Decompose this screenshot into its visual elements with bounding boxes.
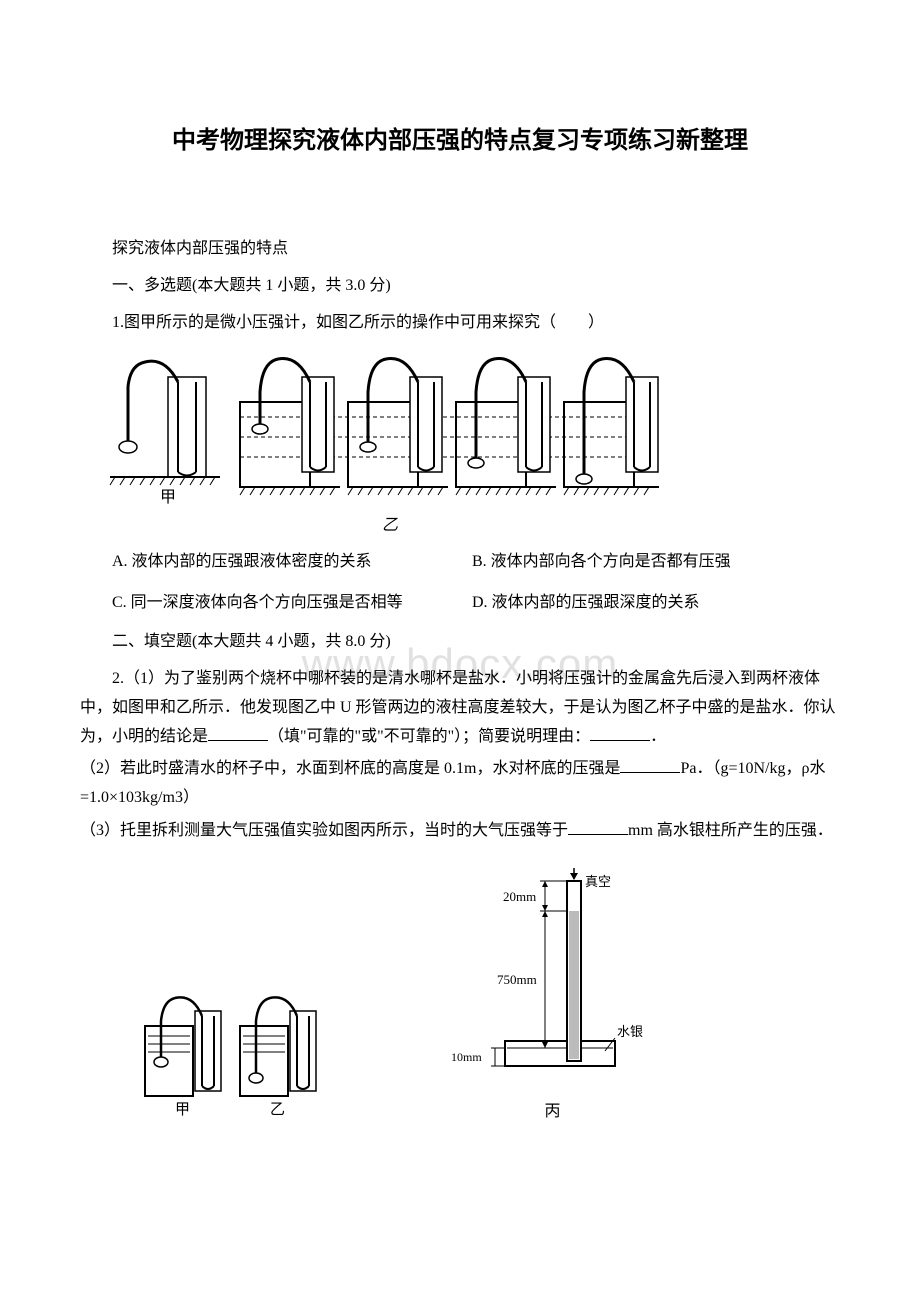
blank-3: [620, 756, 680, 774]
q2-p2a: （2）若此时盛清水的杯子中，水面到杯底的高度是 0.1m，水对杯底的压强是: [80, 760, 620, 777]
section1-heading: 一、多选题(本大题共 1 小题，共 3.0 分): [80, 272, 840, 301]
q2-figures: 甲: [140, 866, 840, 1121]
blank-4: [568, 817, 628, 835]
q2-p3: （3）托里拆利测量大气压强值实验如图丙所示，当时的大气压强等于 mm 高水银柱所产…: [80, 817, 840, 846]
q2-p2: （2）若此时盛清水的杯子中，水面到杯底的高度是 0.1m，水对杯底的压强是Pa．…: [80, 755, 840, 813]
svg-text:甲: 甲: [175, 1102, 190, 1116]
q1-figure: 甲: [100, 347, 840, 535]
q1-optB: B. 液体内部向各个方向是否都有压强: [440, 547, 840, 577]
label-750mm: 750mm: [497, 972, 537, 987]
q1-options: A. 液体内部的压强跟液体密度的关系 B. 液体内部向各个方向是否都有压强: [80, 547, 840, 577]
blank-1: [208, 723, 268, 741]
q2-fig-jiayi: 甲: [140, 986, 330, 1121]
q2-fig-bing-label: 丙: [450, 1097, 655, 1121]
q2-p3b: mm 高水银柱所产生的压强．: [628, 822, 833, 839]
q2-p1c: ．: [650, 728, 666, 745]
blank-2: [590, 723, 650, 741]
q1-optC: C. 同一深度液体向各个方向压强是否相等: [80, 588, 440, 618]
q1-options-2: C. 同一深度液体向各个方向压强是否相等 D. 液体内部的压强跟深度的关系: [80, 588, 840, 618]
q1-optD: D. 液体内部的压强跟深度的关系: [440, 588, 840, 618]
section2-heading: 二、填空题(本大题共 4 小题，共 8.0 分): [80, 628, 840, 657]
label-10mm: 10mm: [451, 1050, 482, 1064]
svg-text:乙: 乙: [270, 1102, 285, 1116]
label-vacuum: 真空: [585, 874, 611, 889]
intro-text: 探究液体内部压强的特点: [80, 235, 840, 264]
label-mercury: 水银: [617, 1024, 643, 1039]
q2-p3a: （3）托里拆利测量大气压强值实验如图丙所示，当时的大气压强等于: [80, 822, 568, 839]
svg-text:甲: 甲: [160, 489, 176, 506]
q2-fig-bing: 真空 20mm 750mm: [450, 866, 655, 1121]
q1-fig-label: 乙: [360, 511, 420, 535]
q2-p1: 2.（1）为了鉴别两个烧杯中哪杯装的是清水哪杯是盐水．小明将压强计的金属盒先后浸…: [80, 665, 840, 751]
q2-p1b: （填"可靠的"或"不可靠的"）；简要说明理由：: [268, 728, 590, 745]
label-20mm: 20mm: [503, 889, 536, 904]
q1-stem: 1.图甲所示的是微小压强计，如图乙所示的操作中可用来探究（ ）: [80, 309, 840, 338]
q1-optA: A. 液体内部的压强跟液体密度的关系: [80, 547, 440, 577]
page-title: 中考物理探究液体内部压强的特点复习专项练习新整理: [80, 120, 840, 155]
